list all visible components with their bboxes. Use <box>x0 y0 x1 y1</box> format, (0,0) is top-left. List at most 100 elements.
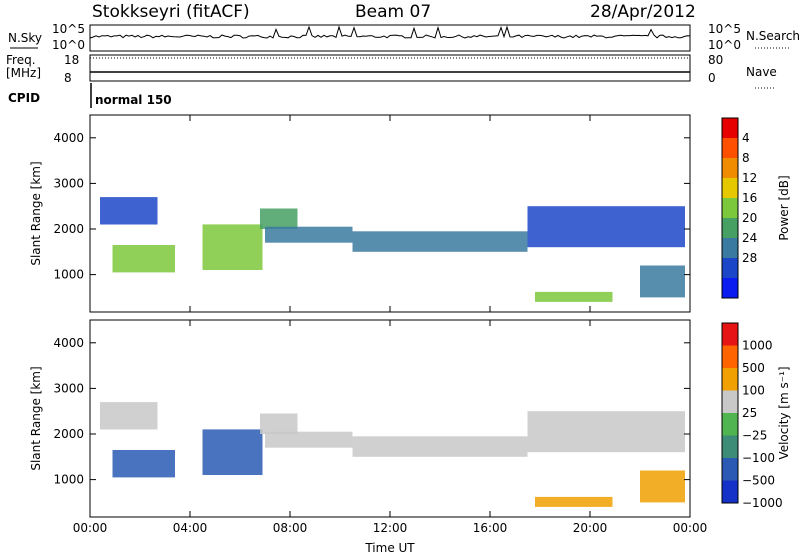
velocity-colorbar-cell <box>722 435 738 458</box>
nsky-frame <box>89 24 691 52</box>
velocity-colorbar-tick-label: −25 <box>742 429 767 443</box>
velocity-echo-region <box>265 431 353 448</box>
power-y-tick-label: 1000 <box>53 268 84 282</box>
power-colorbar-cell <box>722 198 738 218</box>
power-echo-region <box>260 208 298 229</box>
nave-tick-bottom: 0 <box>708 71 716 85</box>
power-colorbar-cell <box>722 258 738 278</box>
velocity-colorbar-cell <box>722 323 738 346</box>
velocity-colorbar-tick-label: 25 <box>742 406 757 420</box>
header: Stokkseyri (fitACF) Beam 07 28/Apr/2012 <box>92 2 696 22</box>
nsky-trace <box>89 25 691 39</box>
nsearch-label: N.Search <box>746 29 800 43</box>
power-echo-region <box>527 206 685 248</box>
power-colorbar-cell <box>722 138 738 158</box>
power-y-tick-label: 2000 <box>53 222 84 236</box>
velocity-colorbar-cell <box>722 345 738 368</box>
nave-label: Nave <box>746 65 777 79</box>
velocity-echo-region <box>640 470 685 503</box>
power-echo-region <box>352 231 528 252</box>
power-colorbar-cell <box>722 158 738 178</box>
nsky-label: N.Sky <box>8 31 42 45</box>
velocity-x-tick-label: 00:00 <box>73 521 108 535</box>
velocity-colorbar-title: Velocity [m s⁻¹] <box>777 366 791 459</box>
velocity-y-tick-label: 4000 <box>53 336 84 350</box>
velocity-colorbar-tick-label: 100 <box>742 384 765 398</box>
power-echo-region <box>640 265 685 298</box>
power-colorbar-cell <box>722 118 738 138</box>
freq-tick-top: 18 <box>64 53 79 67</box>
power-y-tick-label: 4000 <box>53 131 84 145</box>
power-colorbar-tick-label: 16 <box>742 191 757 205</box>
velocity-panel: 1000 2000 3000 4000 00:00 04:00 08:00 12:00 16:0… <box>29 319 791 535</box>
velocity-colorbar-cell <box>722 458 738 481</box>
nsky-tick-top: 10^5 <box>52 22 85 36</box>
velocity-echo-region <box>535 496 613 507</box>
power-colorbar-cell <box>722 218 738 238</box>
velocity-colorbar-tick-label: 1000 <box>742 339 773 353</box>
date-title: 28/Apr/2012 <box>590 2 696 22</box>
velocity-x-tick-label: 20:00 <box>573 521 608 535</box>
velocity-y-axis-title: Slant Range [km] <box>29 366 43 470</box>
velocity-x-tick-label: 08:00 <box>273 521 308 535</box>
power-echo-region <box>535 291 613 302</box>
velocity-colorbar-cell <box>722 390 738 413</box>
velocity-colorbar-frame <box>721 322 739 504</box>
x-axis-title: Time UT <box>364 541 415 554</box>
nsky-panel: N.Sky 10^5 10^0 10^5 10^0 N.Search <box>8 22 800 52</box>
power-echo-region <box>100 197 158 225</box>
velocity-echo-region <box>352 436 528 457</box>
velocity-x-tick-label: 00:00 <box>673 521 708 535</box>
velocity-y-tick-label: 1000 <box>53 473 84 487</box>
station-title: Stokkseyri (fitACF) <box>92 2 250 22</box>
cpid-label: CPID <box>8 91 40 105</box>
velocity-echo-region <box>260 413 298 434</box>
velocity-echo-region <box>112 450 175 478</box>
power-colorbar-tick-label: 28 <box>742 251 757 265</box>
power-colorbar-tick-label: 12 <box>742 171 757 185</box>
power-colorbar-cell <box>722 278 738 298</box>
cpid-panel: CPID normal 150 <box>8 83 172 108</box>
power-colorbar-title: Power [dB] <box>777 175 791 240</box>
beam-title: Beam 07 <box>355 2 431 22</box>
power-colorbar-tick-label: 8 <box>742 151 750 165</box>
nsearch-tick-top: 10^5 <box>708 22 741 36</box>
velocity-x-tick-label: 04:00 <box>173 521 208 535</box>
power-colorbar-tick-label: 24 <box>742 231 757 245</box>
power-panel: 1000 2000 3000 4000 Slant Range [km] 4 8 12 16 20… <box>29 114 791 313</box>
freq-label-1: Freq. <box>6 53 36 67</box>
freq-frame <box>89 54 691 82</box>
freq-tick-bottom: 8 <box>64 71 72 85</box>
power-echo-region <box>265 226 353 243</box>
cpid-value: normal 150 <box>95 93 172 107</box>
power-colorbar-frame <box>721 117 739 299</box>
velocity-echo-region <box>202 429 263 475</box>
velocity-echo-region <box>527 411 685 453</box>
power-colorbar-tick-label: 20 <box>742 211 757 225</box>
power-colorbar-tick-label: 4 <box>742 131 750 145</box>
velocity-x-tick-label: 16:00 <box>473 521 508 535</box>
velocity-colorbar-tick-label: −1000 <box>742 496 783 510</box>
power-colorbar-cell <box>722 178 738 198</box>
velocity-x-tick-label: 12:00 <box>373 521 408 535</box>
power-y-axis-title: Slant Range [km] <box>29 161 43 265</box>
velocity-colorbar-tick-label: −500 <box>742 474 775 488</box>
nsky-line <box>89 25 691 39</box>
nsky-tick-bottom: 10^0 <box>52 38 85 52</box>
velocity-colorbar-cell <box>722 480 738 503</box>
velocity-colorbar-tick-label: 500 <box>742 361 765 375</box>
nave-tick-top: 80 <box>708 53 723 67</box>
nsearch-tick-bottom: 10^0 <box>708 38 741 52</box>
velocity-colorbar-cell <box>722 413 738 436</box>
velocity-colorbar-tick-label: −100 <box>742 451 775 465</box>
velocity-colorbar-cell <box>722 368 738 391</box>
velocity-y-tick-label: 3000 <box>53 381 84 395</box>
velocity-y-tick-label: 2000 <box>53 427 84 441</box>
freq-label-2: [MHz] <box>6 66 41 80</box>
power-y-tick-label: 3000 <box>53 176 84 190</box>
velocity-echo-region <box>100 402 158 430</box>
power-echo-region <box>112 245 175 273</box>
freq-panel: Freq. [MHz] 18 8 80 0 Nave <box>6 53 777 89</box>
power-echo-region <box>202 224 263 270</box>
